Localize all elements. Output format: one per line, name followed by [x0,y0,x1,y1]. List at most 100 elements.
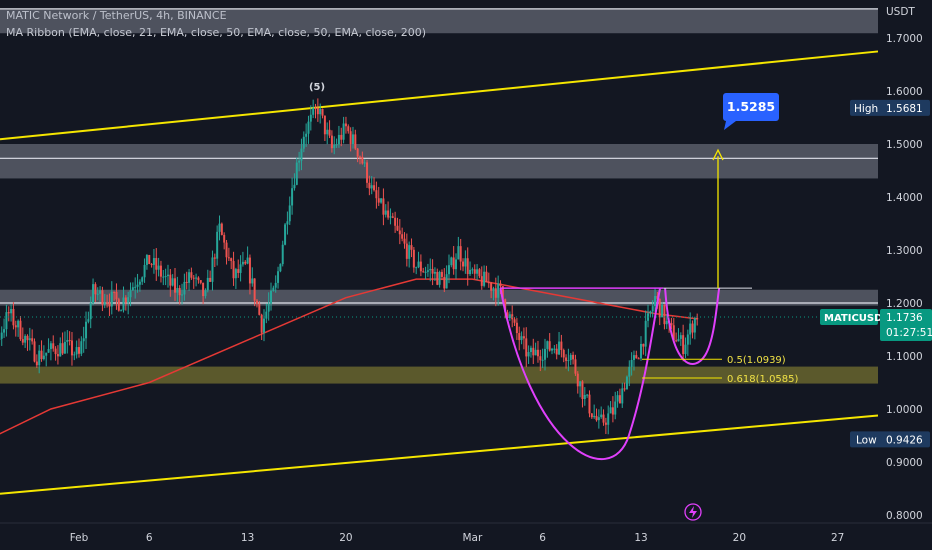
candle-body-207 [438,271,441,285]
candle-body-118 [230,258,233,262]
candle-body-236 [506,312,509,319]
candle-body-45 [59,343,62,357]
channel-layer [0,50,879,495]
candle-body-311 [682,335,685,355]
candle-body-258 [558,341,561,355]
lightning-icon [684,503,702,521]
candle-body-240 [515,322,518,334]
x-tick-3: 20 [339,532,352,544]
candle-body-170 [351,134,354,145]
candle-body-105 [199,280,202,283]
candle-body-125 [246,257,249,264]
low-value: 0.9426 [886,434,923,446]
y-tick-5: 1.3000 [886,245,923,257]
candle-body-39 [45,352,48,356]
x-tick-1: 6 [146,532,153,544]
y-tick-2: 1.0000 [886,404,923,416]
candle-body-145 [293,184,296,189]
candle-body-51 [73,354,76,356]
candle-body-289 [630,359,633,367]
candle-body-26 [14,325,17,328]
candle-body-267 [579,381,582,387]
candle-body-40 [47,349,50,353]
candle-body-298 [651,306,654,312]
candle-body-271 [588,394,591,414]
candle-body-111 [213,257,216,259]
y-tick-9: 1.7000 [886,33,923,45]
fib-label-0: 0.5(1.0939) [727,355,786,366]
candle-body-31 [26,335,29,341]
handle-curve [664,287,721,365]
candle-body-185 [387,210,390,218]
candle-body-93 [171,278,174,286]
candle-body-175 [363,162,366,164]
candle-body-273 [593,415,596,418]
candle-body-153 [312,107,315,115]
y-tick-7: 1.5000 [886,139,923,151]
candle-body-114 [220,223,223,235]
candle-body-293 [640,343,642,359]
candle-body-35 [35,361,38,366]
candle-body-106 [202,282,205,297]
candle-body-299 [654,295,657,307]
candle-body-166 [342,123,345,140]
candle-body-252 [543,348,546,360]
candle-body-284 [618,395,621,404]
candle-body-71 [120,310,123,312]
candle-body-80 [141,277,144,282]
candle-body-102 [192,277,195,279]
candle-body-108 [206,277,209,291]
candle-body-121 [237,269,240,273]
candle-body-204 [431,268,434,274]
candle-body-120 [234,269,237,279]
candle-body-278 [604,422,607,425]
candle-body-202 [426,270,429,272]
candle-body-173 [359,156,361,158]
candle-body-156 [319,108,322,115]
candle-body-56 [85,321,88,339]
candle-body-274 [595,415,598,421]
candle-body-275 [597,417,600,421]
candle-body-287 [625,376,628,390]
candle-body-220 [469,269,472,275]
candle-body-212 [450,257,453,266]
candle-body-135 [270,290,273,304]
candle-body-164 [337,134,340,145]
candle-body-113 [218,223,221,232]
candle-body-58 [89,303,92,320]
candle-body-132 [262,318,265,333]
x-tick-0: Feb [70,532,89,544]
candle-body-182 [380,198,383,203]
zone-band-3 [0,366,878,384]
candle-body-222 [473,269,476,274]
candle-body-199 [419,261,422,272]
candle-body-208 [440,271,443,277]
lightning-icon-bolt [689,506,697,518]
x-tick-2: 13 [241,532,254,544]
candle-body-126 [248,257,251,284]
candle-body-82 [145,254,148,265]
candle-body-235 [504,299,507,313]
candle-body-219 [466,258,469,275]
candle-body-37 [40,350,43,360]
candle-body-176 [366,162,369,183]
candle-body-115 [223,234,226,243]
candle-body-69 [115,291,118,300]
candle-body-239 [513,319,516,323]
candle-body-165 [340,134,343,140]
channel-lower-line [0,414,879,495]
candle-body-32 [28,338,31,341]
candle-body-73 [124,297,127,303]
candle-body-253 [546,341,549,349]
candle-body-97 [181,294,184,296]
candle-body-314 [689,323,692,335]
candle-body-263 [569,354,572,361]
candle-body-160 [328,129,331,136]
x-tick-4: Mar [462,532,482,544]
candle-body-179 [373,185,376,191]
candle-body-237 [508,314,511,319]
candle-body-285 [621,388,624,404]
candle-body-256 [553,348,556,350]
